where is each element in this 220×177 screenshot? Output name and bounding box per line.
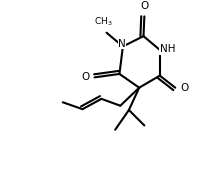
Text: CH$_3$: CH$_3$ <box>94 16 112 28</box>
Text: O: O <box>81 72 89 82</box>
Text: NH: NH <box>160 44 175 54</box>
Text: O: O <box>180 83 189 93</box>
Text: N: N <box>118 39 126 49</box>
Text: O: O <box>140 1 149 11</box>
